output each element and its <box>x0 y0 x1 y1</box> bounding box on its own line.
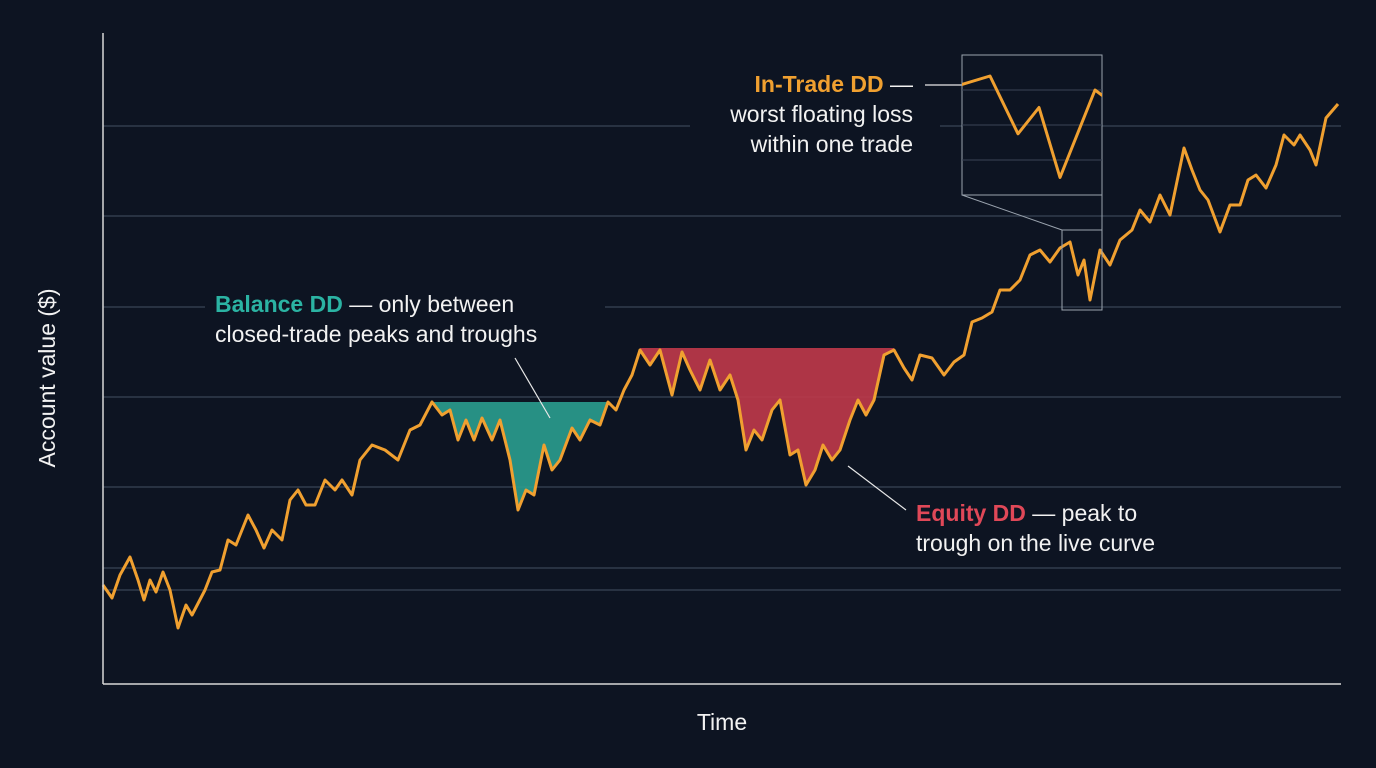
drawdown-fill <box>640 348 894 485</box>
annotation-highlight: In-Trade DD <box>755 71 884 97</box>
inset <box>961 54 1103 311</box>
annotation-text: closed-trade peaks and troughs <box>215 321 537 347</box>
annotation-text: worst floating loss <box>729 101 913 127</box>
annotation-bg <box>906 492 1206 562</box>
zoom-line <box>962 74 1102 179</box>
annotation-highlight: Equity DD <box>916 500 1026 526</box>
annotation-text: — only between <box>349 291 514 317</box>
drawdown-fills <box>432 348 894 510</box>
annotation: Equity DD — peak to <box>916 500 1137 526</box>
y-axis-label: Account value ($) <box>34 289 60 468</box>
annotation-text: trough on the live curve <box>916 530 1155 556</box>
zoom-connector <box>961 194 1063 231</box>
annotation-text: — peak to <box>1032 500 1137 526</box>
annotation-bg <box>205 282 605 350</box>
annotation: Balance DD — only between <box>215 291 514 317</box>
pointer <box>514 357 551 419</box>
annotation-text: — <box>890 71 913 97</box>
lines <box>101 103 1340 630</box>
annotation-bg <box>690 64 940 162</box>
pointer <box>847 465 907 511</box>
x-axis-label: Time <box>697 709 747 735</box>
annotation-text: within one trade <box>750 131 913 157</box>
annotation: In-Trade DD — <box>755 71 913 97</box>
zoom-source-box <box>1061 229 1103 311</box>
equity-line <box>101 103 1340 630</box>
drawdown-fill <box>432 402 608 510</box>
annotation-highlight: Balance DD <box>215 291 343 317</box>
